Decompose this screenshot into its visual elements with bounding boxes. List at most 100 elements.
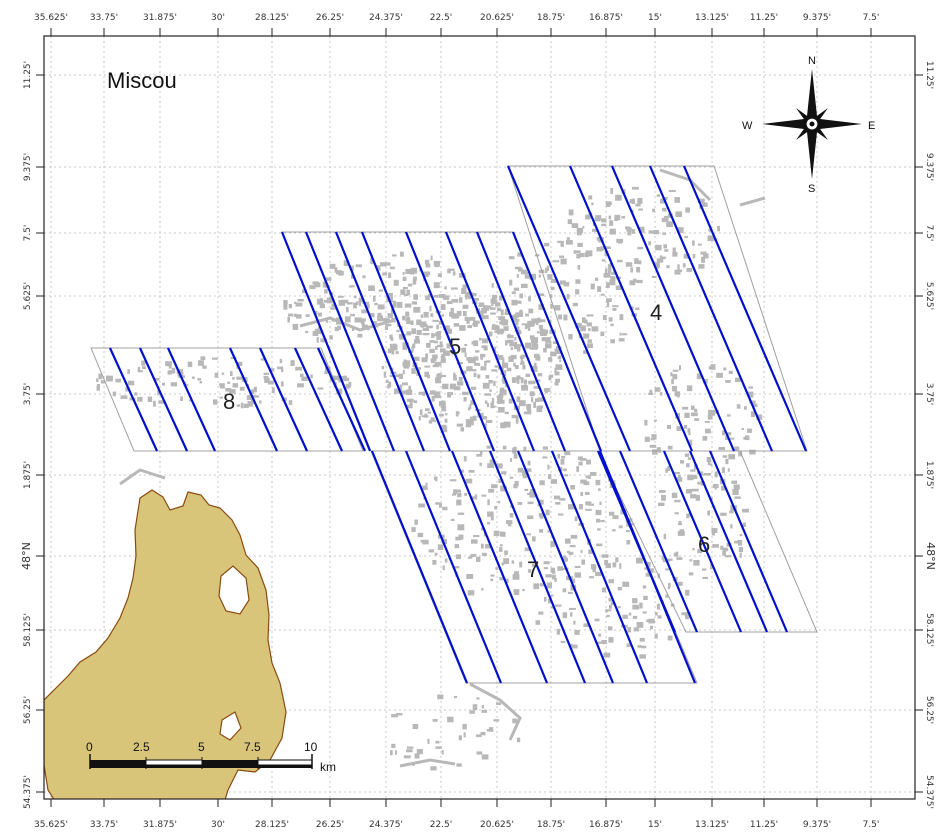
sediment-patch: [539, 499, 544, 505]
sediment-patch: [391, 714, 398, 718]
sediment-patch: [665, 568, 669, 571]
sediment-patch: [425, 408, 430, 411]
sediment-patch: [379, 262, 387, 267]
sediment-patch: [137, 370, 143, 373]
sediment-patch: [704, 428, 711, 434]
block-6-line: [688, 450, 769, 633]
sediment-patch: [480, 353, 486, 358]
sediment-patch: [127, 380, 135, 386]
sediment-patch: [663, 244, 667, 249]
sediment-patch: [348, 381, 352, 388]
sediment-patch: [445, 413, 448, 416]
sediment-patch: [470, 553, 477, 557]
sediment-patch: [684, 235, 688, 239]
sediment-patch: [459, 325, 466, 331]
sediment-patch: [252, 395, 259, 398]
sediment-patch: [475, 734, 482, 738]
sediment-patch: [673, 552, 677, 557]
sediment-patch: [568, 209, 574, 216]
sediment-patch: [674, 197, 680, 203]
sediment-patch: [492, 294, 497, 300]
sediment-patch: [334, 267, 338, 273]
sediment-patch: [688, 572, 694, 576]
sediment-patch: [402, 342, 409, 347]
sediment-patch: [485, 375, 490, 379]
sediment-patch: [550, 606, 555, 609]
sediment-patch: [531, 342, 537, 348]
sediment-patch: [377, 315, 383, 322]
sediment-patch: [514, 571, 519, 577]
sediment-patch: [636, 266, 641, 273]
block-5-line: [280, 231, 372, 452]
sediment-patch: [708, 409, 715, 416]
sediment-patch: [433, 294, 439, 298]
sediment-patch: [486, 420, 493, 423]
sediment-patch: [442, 565, 445, 571]
sediment-patch: [406, 331, 412, 336]
sediment-patch: [503, 558, 510, 564]
sediment-patch: [699, 205, 702, 209]
sediment-patch: [579, 504, 583, 510]
sediment-patch: [502, 445, 507, 450]
sediment-patch: [466, 357, 472, 361]
sediment-patch: [451, 299, 459, 303]
sediment-patch: [435, 502, 440, 505]
sediment-patch: [749, 400, 756, 404]
block-7-line: [404, 450, 503, 684]
sediment-patch: [310, 374, 313, 379]
sediment-patch: [434, 391, 440, 398]
sediment-patch: [387, 348, 392, 354]
sediment-patch: [431, 395, 435, 402]
sediment-patch: [391, 254, 397, 257]
sediment-patch: [562, 612, 568, 619]
sediment-patch: [447, 716, 454, 723]
sediment-patch: [642, 611, 647, 614]
sediment-patch: [443, 295, 450, 300]
sediment-patch: [382, 272, 388, 276]
sediment-patch: [441, 406, 447, 412]
sediment-patch: [531, 563, 537, 567]
sediment-patch: [476, 454, 482, 457]
sediment-patch: [516, 300, 522, 304]
sediment-patch: [615, 194, 622, 201]
sediment-patch: [438, 413, 444, 417]
sediment-patch: [644, 567, 649, 570]
sediment-patch: [610, 601, 615, 605]
sediment-patch: [389, 343, 393, 350]
sediment-patch: [221, 372, 225, 375]
sediment-patch: [524, 384, 527, 390]
sediment-patch: [390, 750, 393, 756]
sediment-patch: [674, 499, 681, 503]
sediment-patch: [584, 319, 588, 324]
sediment-patch: [299, 373, 304, 377]
sediment-patch: [441, 750, 444, 755]
sediment-patch: [736, 404, 741, 409]
sediment-patch: [314, 310, 318, 315]
sediment-patch: [461, 288, 467, 294]
sediment-patch: [411, 368, 416, 374]
sediment-patch: [635, 203, 641, 207]
block-5-line: [404, 231, 496, 452]
sediment-patch: [481, 345, 488, 349]
sediment-patch: [608, 637, 614, 643]
sediment-patch: [574, 572, 582, 578]
sediment-patch: [125, 387, 130, 392]
sediment-patch: [504, 578, 509, 584]
sediment-patch: [558, 355, 562, 360]
sediment-patch: [417, 532, 424, 538]
sediment-patch: [171, 367, 176, 371]
sediment-patch: [692, 548, 695, 551]
sediment-patch: [469, 358, 476, 364]
sediment-patch: [457, 362, 463, 365]
sediment-patch: [251, 391, 254, 395]
sediment-patch: [523, 411, 531, 415]
sediment-patch: [167, 370, 172, 375]
sediment-patch: [463, 456, 467, 462]
sediment-patch: [712, 544, 719, 548]
sediment-patch: [704, 420, 710, 423]
sediment-patch: [672, 385, 678, 392]
sediment-patch: [596, 246, 603, 252]
sediment-patch: [508, 256, 515, 260]
sediment-patch: [733, 484, 740, 490]
sediment-patch: [638, 208, 643, 211]
